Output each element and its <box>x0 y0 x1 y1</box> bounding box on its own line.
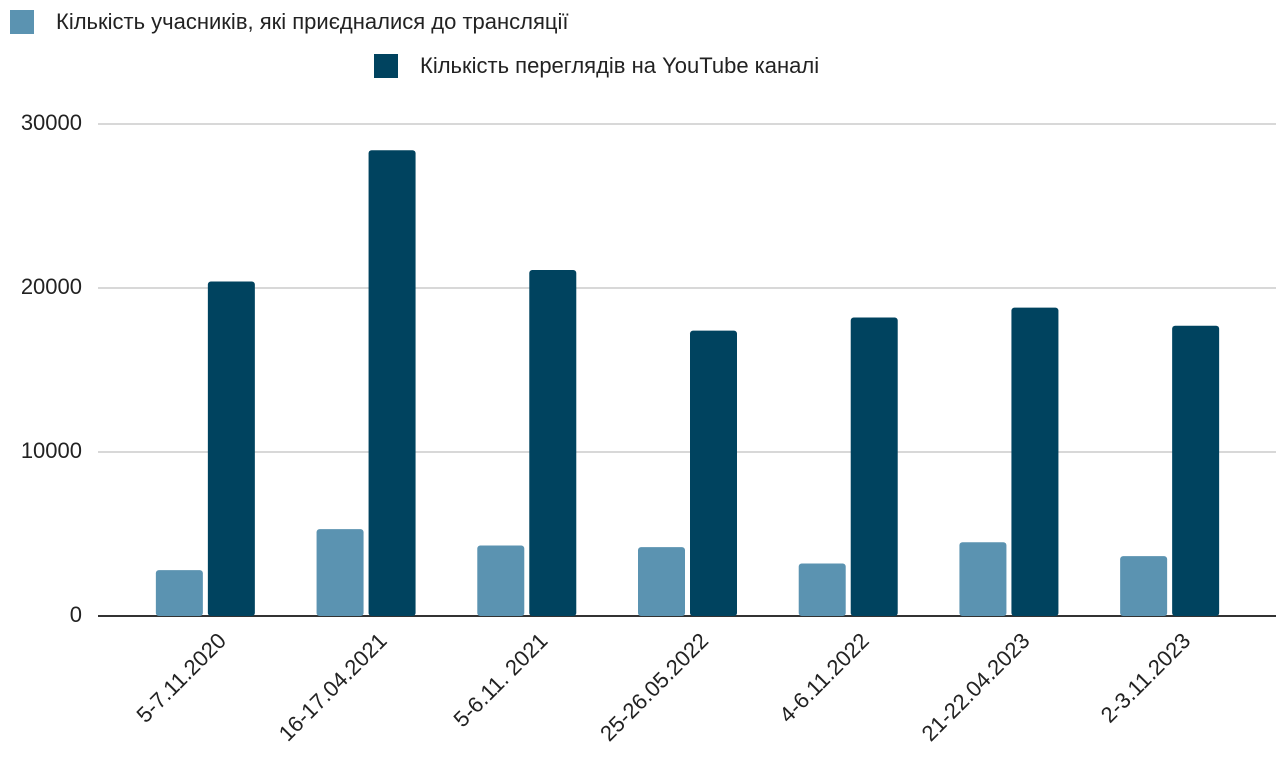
y-tick-label: 0 <box>70 602 82 627</box>
bar <box>155 570 203 616</box>
bar <box>529 269 577 616</box>
x-tick-label: 21-22.04.2023 <box>917 628 1035 746</box>
bar <box>1120 556 1168 616</box>
bar <box>368 150 416 617</box>
x-tick-label: 5-7.11.2020 <box>131 628 231 728</box>
y-tick-label: 10000 <box>21 438 82 463</box>
legend-label: Кількість переглядів на YouTube каналі <box>420 53 819 78</box>
bar <box>1172 325 1220 616</box>
x-tick-label: 2-3.11.2023 <box>1096 628 1196 728</box>
bar <box>959 542 1007 616</box>
x-tick-label: 25-26.05.2022 <box>595 628 713 746</box>
y-tick-label: 30000 <box>21 110 82 135</box>
bar <box>316 529 364 616</box>
legend-label: Кількість учасників, які приєдналися до … <box>56 9 569 34</box>
x-tick-label: 5-6.11. 2021 <box>449 628 553 732</box>
bar <box>798 563 846 616</box>
x-tick-label: 4-6.11.2022 <box>774 628 874 728</box>
bar <box>690 330 737 616</box>
y-tick-label: 20000 <box>21 274 82 299</box>
legend-swatch <box>10 10 34 34</box>
bar <box>477 545 525 616</box>
bar <box>638 547 685 616</box>
bar <box>1011 307 1059 616</box>
bar <box>850 317 898 616</box>
legend-swatch <box>374 54 398 78</box>
bar <box>207 281 255 616</box>
x-tick-label: 16-17.04.2021 <box>274 628 392 746</box>
